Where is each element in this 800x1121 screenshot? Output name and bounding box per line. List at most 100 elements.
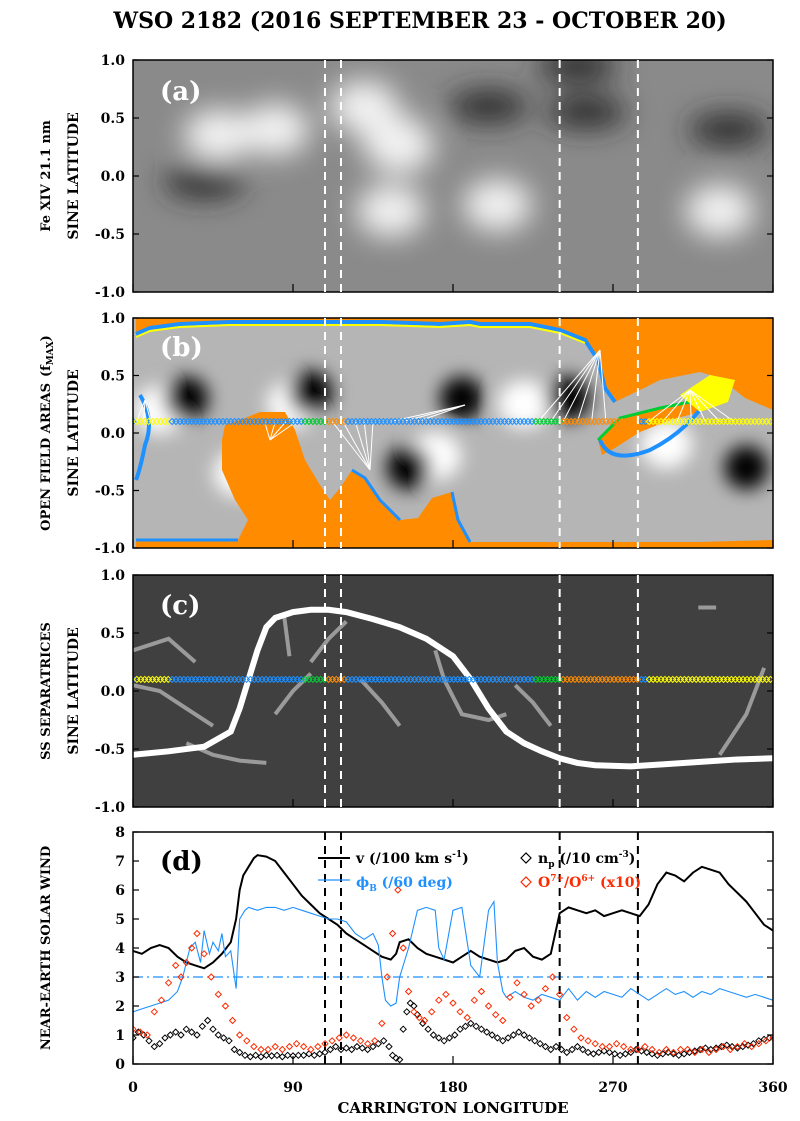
data-point bbox=[762, 1037, 770, 1045]
data-point bbox=[193, 929, 201, 938]
data-point bbox=[698, 1045, 706, 1054]
data-point bbox=[691, 1047, 699, 1055]
bright-region bbox=[685, 184, 754, 237]
data-point bbox=[328, 1037, 336, 1045]
trace-point bbox=[547, 675, 556, 684]
trace-point bbox=[598, 417, 607, 426]
trace-point bbox=[500, 417, 509, 426]
trace-point bbox=[579, 675, 587, 684]
field-line bbox=[689, 389, 692, 422]
field-line bbox=[354, 421, 371, 471]
data-point bbox=[235, 1048, 244, 1057]
data-point bbox=[321, 1039, 329, 1048]
trace-point bbox=[735, 417, 743, 426]
white-blob bbox=[498, 380, 551, 429]
trace-point bbox=[375, 417, 384, 426]
trace-point bbox=[328, 675, 337, 684]
data-point bbox=[134, 1028, 143, 1036]
trace-point bbox=[184, 417, 192, 426]
y-tick-label: 7 bbox=[115, 854, 125, 870]
field-line bbox=[562, 349, 601, 422]
data-point bbox=[573, 1042, 582, 1051]
trace-point bbox=[590, 417, 599, 426]
data-point bbox=[203, 1016, 212, 1025]
data-point bbox=[177, 1031, 185, 1039]
trace-point bbox=[211, 417, 219, 426]
separatrix bbox=[133, 636, 197, 664]
trace-point bbox=[438, 675, 446, 684]
trace-point bbox=[547, 417, 556, 426]
trace-point bbox=[191, 417, 200, 426]
trace-point bbox=[602, 417, 610, 426]
y-tick-label: 0.0 bbox=[101, 684, 126, 700]
trace-point bbox=[661, 675, 669, 684]
trace-point bbox=[246, 417, 255, 426]
trace-point bbox=[680, 417, 689, 426]
trace-point bbox=[743, 675, 751, 684]
data-point bbox=[299, 1051, 308, 1060]
field-line bbox=[363, 421, 371, 471]
data-point bbox=[200, 950, 208, 958]
trace-point bbox=[629, 675, 638, 684]
trace-point bbox=[528, 417, 536, 426]
trace-point bbox=[187, 675, 196, 684]
trace-point bbox=[168, 417, 176, 426]
trace-point bbox=[457, 675, 466, 684]
field-line bbox=[689, 389, 706, 422]
data-point bbox=[363, 1039, 372, 1048]
trace-point bbox=[516, 675, 524, 684]
trace-point bbox=[293, 417, 301, 426]
trace-point bbox=[579, 417, 587, 426]
trace-point bbox=[360, 675, 368, 684]
data-point bbox=[278, 1045, 287, 1054]
trace-point bbox=[719, 675, 728, 684]
trace-point bbox=[727, 675, 736, 684]
data-point bbox=[662, 1045, 671, 1054]
data-point bbox=[683, 1045, 692, 1054]
legend-o-swatch bbox=[520, 876, 532, 888]
x-tick-label: 180 bbox=[438, 1080, 467, 1096]
data-point bbox=[427, 1008, 436, 1016]
trace-point bbox=[242, 417, 251, 426]
panel-c-background bbox=[133, 575, 773, 807]
data-point bbox=[755, 1037, 763, 1045]
trace-point bbox=[414, 675, 423, 684]
data-point bbox=[691, 1048, 699, 1057]
trace-point bbox=[219, 675, 227, 684]
trace-point bbox=[512, 417, 520, 426]
data-point bbox=[655, 1048, 663, 1057]
trace-point bbox=[371, 417, 380, 426]
data-point bbox=[187, 1028, 196, 1036]
trace-point bbox=[133, 417, 137, 426]
black-blob bbox=[386, 445, 431, 490]
data-point bbox=[404, 987, 413, 996]
trace-point bbox=[653, 417, 661, 426]
panel-b: (b) SINE LATITUDE OPEN FIELD AREAS(fMAX)… bbox=[39, 311, 774, 557]
trace-point bbox=[379, 675, 388, 684]
trace-point bbox=[622, 417, 630, 426]
trace-point bbox=[618, 675, 626, 684]
data-point bbox=[611, 1050, 619, 1058]
data-point bbox=[342, 1044, 351, 1052]
trace-point bbox=[274, 675, 282, 684]
trace-point bbox=[633, 417, 642, 426]
trace-point bbox=[555, 417, 564, 426]
series-n_p bbox=[133, 999, 773, 1064]
trace-point bbox=[356, 417, 364, 426]
trace-point bbox=[473, 417, 481, 426]
bright-region bbox=[330, 80, 399, 133]
data-point bbox=[161, 1034, 169, 1042]
y-tick-label: 8 bbox=[115, 825, 125, 841]
data-point bbox=[627, 1045, 635, 1054]
data-point bbox=[591, 1039, 599, 1048]
data-point bbox=[627, 1048, 635, 1057]
trace-point bbox=[313, 675, 321, 684]
data-point bbox=[769, 1034, 773, 1042]
trace-point bbox=[696, 675, 704, 684]
trace-point bbox=[465, 675, 474, 684]
trace-point bbox=[258, 417, 266, 426]
trace-point bbox=[442, 675, 450, 684]
trace-point bbox=[719, 417, 728, 426]
data-point bbox=[225, 1037, 233, 1045]
trace-point bbox=[363, 675, 372, 684]
